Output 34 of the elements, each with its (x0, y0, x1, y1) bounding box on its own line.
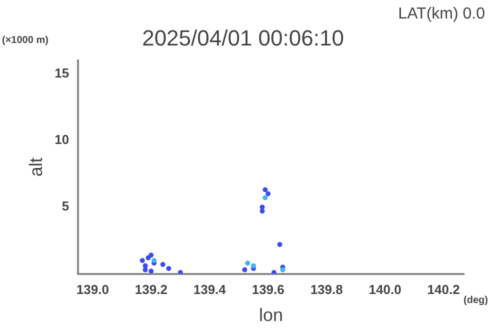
point (140, 258, 145, 263)
point (152, 258, 157, 263)
point (178, 270, 183, 274)
point (166, 266, 172, 271)
y-tick-label: 10 (54, 132, 70, 148)
x-tick-label: 139.8 (310, 282, 343, 298)
point (250, 263, 256, 268)
point (262, 187, 268, 192)
point (242, 267, 248, 272)
y-tick-label: 5 (62, 198, 70, 214)
x-tick-label: 139.6 (252, 282, 284, 298)
x-tick-label: 139.0 (76, 282, 109, 298)
text: (×1000 m) (2, 34, 48, 46)
point (266, 191, 271, 196)
text: LAT(km) 0.0 (398, 5, 486, 22)
point (148, 268, 154, 274)
point (280, 267, 286, 272)
x-tick-label: 139.2 (134, 282, 168, 298)
point (245, 260, 250, 266)
x-tick-label: 139.4 (193, 282, 227, 298)
text: (deg) (464, 294, 488, 306)
x-tick-label: 140.2 (427, 282, 460, 298)
y-axis-title: alt (26, 158, 46, 177)
point (142, 267, 148, 272)
y-tick-label: 15 (54, 65, 70, 80)
point (271, 270, 276, 274)
point (260, 208, 265, 214)
chart-title: 2025/04/01 00:06:10 (142, 25, 344, 50)
point (277, 242, 282, 247)
point (148, 252, 154, 258)
x-axis-title: lon (259, 305, 284, 326)
x-tick-label: 140.0 (368, 282, 402, 298)
point (262, 195, 268, 200)
point (160, 262, 166, 267)
